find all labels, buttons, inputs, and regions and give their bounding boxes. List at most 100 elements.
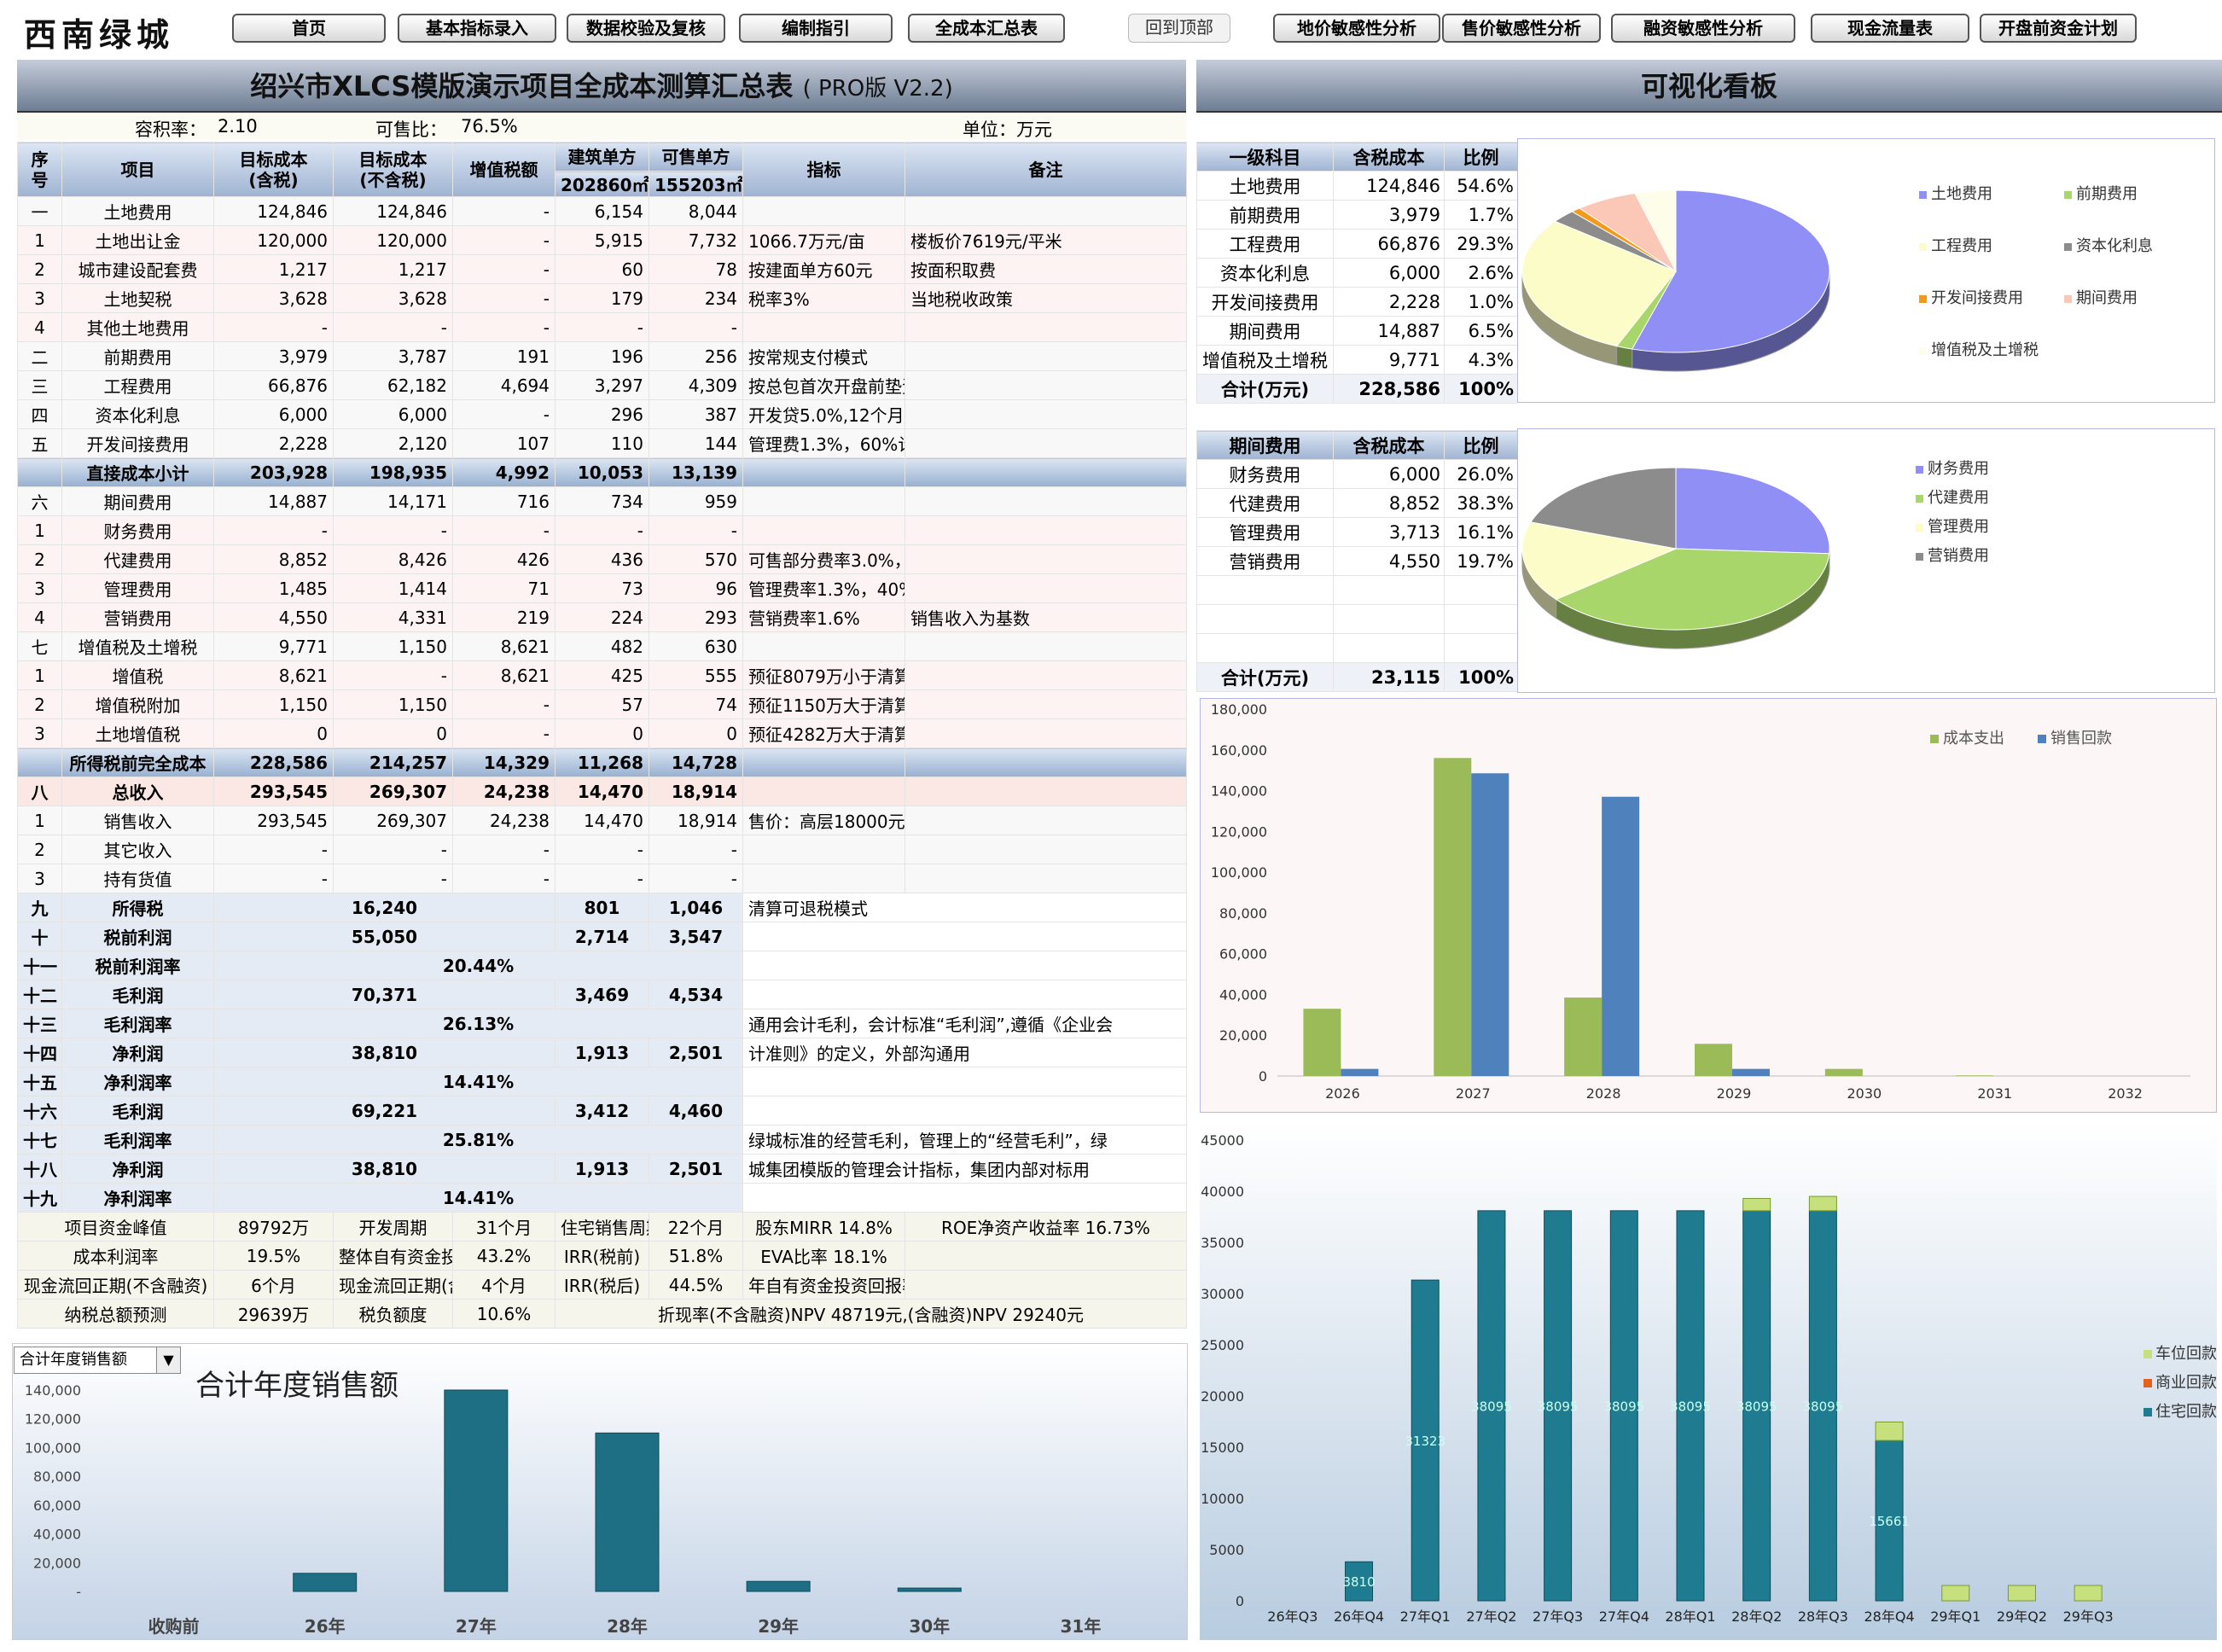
y-tick-label: 40000	[1201, 1184, 1244, 1200]
nav-guide-button[interactable]: 编制指引	[739, 14, 893, 43]
chart-selector-dropdown[interactable]: 合计年度销售额 ▼	[14, 1347, 181, 1374]
table-cell: 66,876	[213, 370, 334, 400]
table-row: 2 城市建设配套费 1,217 1,217-60 78 按建面单方60元 按面积取费	[17, 254, 1187, 284]
side-header: 比例	[1444, 430, 1518, 460]
nav-finance-sensitivity-button[interactable]: 融资敏感性分析	[1611, 14, 1795, 43]
bar-annual-sales	[897, 1587, 962, 1592]
table-cell: 73	[555, 573, 649, 603]
side-cell: 3,713	[1333, 517, 1445, 547]
table-cell: 3	[17, 718, 62, 748]
table-cell: 十八	[17, 1154, 62, 1184]
legend-swatch	[1919, 295, 1927, 303]
side-header: 比例	[1444, 142, 1518, 172]
side-cell: 期间费用	[1196, 316, 1334, 346]
table-cell	[17, 747, 62, 777]
period-pie-chart: 财务费用 代建费用 管理费用 营销费用	[1517, 428, 2215, 693]
table-cell	[905, 399, 1187, 429]
side-cell: 6,000	[1333, 459, 1445, 489]
kpi-cell: 4个月	[452, 1270, 556, 1300]
y-tick-label: 10000	[1201, 1491, 1244, 1507]
table-cell: 18,914	[649, 806, 743, 835]
table-cell: 3,412	[555, 1096, 649, 1126]
x-tick-label: 27年	[456, 1616, 497, 1637]
table-cell	[742, 1096, 1187, 1126]
side-row: 增值税及土增税 9,771 4.3%	[1196, 345, 1518, 375]
side-cell-empty	[1333, 575, 1445, 605]
nav-basic-input-button[interactable]: 基本指标录入	[398, 14, 556, 43]
kpi-cell: 折现率(不含融资)NPV 48719元,(含融资)NPV 29240元	[555, 1299, 1187, 1329]
table-cell: 1,150	[213, 689, 334, 719]
side-cell-empty	[1333, 604, 1445, 634]
table-cell: 所得税	[61, 893, 214, 922]
table-cell: 8,621	[452, 660, 556, 690]
table-cell: 3	[17, 283, 62, 313]
bar-cost	[1955, 1075, 1993, 1076]
nav-land-sensitivity-button[interactable]: 地价敏感性分析	[1273, 14, 1440, 43]
table-cell	[742, 980, 1187, 1009]
table-cell: 1	[17, 806, 62, 835]
table-cell: 土地费用	[61, 196, 214, 226]
x-tick-label: 28年Q1	[1665, 1608, 1715, 1625]
x-tick-label: 29年	[758, 1616, 799, 1637]
table-cell: 4,460	[649, 1096, 743, 1126]
table-cell: 5,915	[555, 225, 649, 255]
table-cell: 734	[555, 486, 649, 516]
nav-validation-button[interactable]: 数据校验及复核	[567, 14, 725, 43]
legend-label: 管理费用	[1928, 518, 1989, 536]
kpi-cell: 19.5%	[213, 1241, 334, 1271]
table-cell: 城市建设配套费	[61, 254, 214, 284]
y-tick-label: 0	[1236, 1593, 1244, 1609]
bar-residential	[1411, 1279, 1440, 1602]
chevron-down-icon[interactable]: ▼	[156, 1347, 180, 1373]
table-cell: 69,221	[213, 1096, 556, 1126]
table-cell: 二	[17, 341, 62, 371]
table-cell: -	[649, 864, 743, 893]
annual-sales-chart: - 20,000 40,000 60,000 80,000 100,000 120,000 1…	[12, 1343, 1188, 1640]
nav-price-sensitivity-button[interactable]: 售价敏感性分析	[1442, 14, 1601, 43]
table-cell	[742, 1183, 1187, 1213]
side-cell: 2,228	[1333, 287, 1445, 317]
back-to-top-button[interactable]: 回到顶部	[1128, 14, 1230, 43]
table-cell: 销售收入	[61, 806, 214, 835]
table-cell: 6,154	[555, 196, 649, 226]
table-cell: 管理费用	[61, 573, 214, 603]
nav-cashflow-button[interactable]: 现金流量表	[1811, 14, 1969, 43]
table-cell: 191	[452, 341, 556, 371]
table-cell: 增值税	[61, 660, 214, 690]
table-cell: 按建面单方60元	[742, 254, 905, 284]
table-cell: 9,771	[213, 631, 334, 661]
side-cell: 增值税及土增税	[1196, 345, 1334, 375]
kpi-cell	[905, 1241, 1187, 1271]
bar-collection	[1732, 1068, 1770, 1076]
table-cell	[905, 660, 1187, 690]
table-cell: 74	[649, 689, 743, 719]
x-tick-label: 26年Q3	[1267, 1608, 1317, 1625]
table-cell: -	[333, 515, 453, 545]
table-row: 一土地费用 124,846 124,846-6,154 8,044	[17, 196, 1187, 226]
nav-home-button[interactable]: 首页	[232, 14, 386, 43]
table-cell: 五	[17, 428, 62, 458]
kpi-cell: 整体自有资金投资回报率	[333, 1241, 453, 1271]
table-cell: 120,000	[333, 225, 453, 255]
y-tick-label: 140,000	[25, 1382, 81, 1399]
col-header: 序号	[17, 142, 62, 197]
table-row: 1 土地出让金 120,000 120,000-5,915 7,732 1066.7万元/…	[17, 225, 1187, 255]
side-cell: 38.3%	[1444, 488, 1518, 518]
nav-cost-summary-button[interactable]: 全成本汇总表	[908, 14, 1065, 43]
side-row-empty	[1196, 633, 1518, 663]
table-cell: -	[333, 660, 453, 690]
table-cell: 十四	[17, 1038, 62, 1067]
table-cell: 前期费用	[61, 341, 214, 371]
legend-swatch	[1919, 347, 1927, 355]
bar-annual-sales	[293, 1573, 358, 1592]
table-row: 1 财务费用 - - - - -	[17, 515, 1187, 545]
kpi-cell: 22个月	[649, 1212, 743, 1242]
profit-row: 十二 毛利润 70,371 3,469 4,534	[17, 980, 1187, 1009]
legend-swatch	[1916, 524, 1923, 532]
y-tick-label: 30000	[1201, 1286, 1244, 1302]
kpi-cell: EVA比率 18.1%	[742, 1241, 905, 1271]
table-cell: 4,694	[452, 370, 556, 400]
annual-cashflow-chart: 0 20,000 40,000 60,000 80,000 100,000 120,000 1…	[1200, 698, 2217, 1113]
nav-funding-plan-button[interactable]: 开盘前资金计划	[1980, 14, 2137, 43]
side-cell: 8,852	[1333, 488, 1445, 518]
